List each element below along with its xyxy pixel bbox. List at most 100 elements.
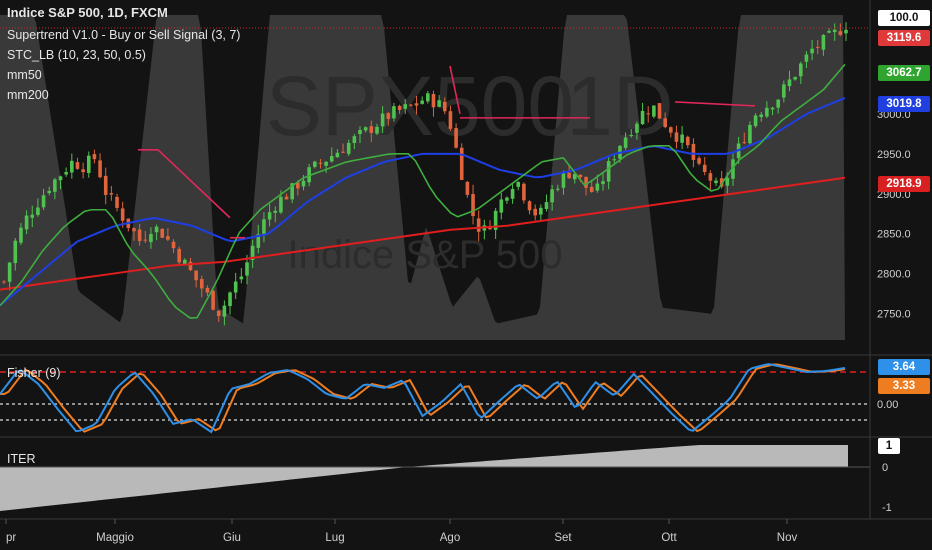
- candle-body: [680, 134, 684, 143]
- candle-body: [414, 103, 419, 106]
- candle-body: [47, 190, 52, 193]
- candle-body: [448, 111, 453, 129]
- candle-body: [719, 178, 724, 187]
- candle-body: [216, 310, 221, 317]
- legend-mm50[interactable]: mm50: [7, 68, 42, 82]
- candle-body: [595, 183, 600, 191]
- y-tick-label: 2850.0: [877, 229, 911, 241]
- legend-mm200[interactable]: mm200: [7, 88, 49, 102]
- chart-title[interactable]: Indice S&P 500, 1D, FXCM: [7, 5, 168, 20]
- y-tick-label: 2750.0: [877, 309, 911, 321]
- candle-body: [584, 176, 588, 188]
- candle-body: [561, 172, 566, 188]
- legend-supertrend[interactable]: Supertrend V1.0 - Buy or Sell Signal (3,…: [7, 28, 241, 42]
- candle-body: [363, 127, 368, 131]
- candle-body: [725, 177, 730, 186]
- candle-body: [731, 159, 735, 179]
- watermark-symbol: SPX500: [266, 59, 574, 153]
- legend-fisher[interactable]: Fisher (9): [7, 366, 61, 380]
- candle-body: [787, 79, 792, 87]
- candle-body: [143, 239, 148, 241]
- candle-body: [550, 189, 554, 203]
- supertrend-resistance-line: [157, 149, 231, 219]
- candle-body: [629, 134, 634, 136]
- fisher-main-line: [0, 363, 846, 434]
- candle-body: [782, 84, 786, 98]
- candle-body: [426, 93, 430, 102]
- candle-body: [669, 127, 673, 133]
- candle-body: [765, 107, 769, 117]
- x-tick-label: Ott: [661, 532, 677, 544]
- candle-body: [132, 228, 136, 232]
- candle-body: [313, 161, 317, 167]
- candle-body: [307, 167, 311, 183]
- candle-body: [533, 208, 537, 216]
- fisher-trigger-line: [0, 363, 846, 433]
- x-tick-label: Lug: [325, 532, 344, 544]
- candle-body: [539, 207, 543, 215]
- candle-body: [623, 137, 628, 148]
- x-tick-label: Ago: [440, 532, 460, 544]
- candle-body: [7, 262, 12, 282]
- candle-body: [832, 29, 837, 33]
- candle-body: [770, 107, 775, 110]
- candle-body: [555, 188, 560, 190]
- candle-body: [442, 101, 447, 112]
- iter-area: [0, 445, 848, 511]
- candle-body: [250, 245, 255, 260]
- candle-body: [149, 233, 153, 243]
- candle-body: [437, 100, 441, 107]
- candle-body: [329, 156, 334, 162]
- candle-body: [284, 196, 289, 200]
- candle-body: [748, 124, 752, 144]
- candle-body: [640, 110, 645, 125]
- candle-body: [245, 262, 249, 276]
- candle-body: [188, 261, 193, 271]
- candle-body: [663, 118, 667, 128]
- candle-body: [420, 100, 424, 104]
- candle-body: [86, 155, 91, 173]
- fisher-badge: 3.64: [878, 359, 930, 375]
- watermark-name: Indice S&P 500: [287, 233, 562, 277]
- mm200-line: [0, 176, 846, 291]
- candle-body: [358, 129, 362, 135]
- candle-body: [567, 172, 571, 179]
- candle-body: [753, 115, 758, 127]
- candle-body: [708, 173, 713, 181]
- legend-iter[interactable]: ITER: [7, 452, 36, 466]
- stc-area: [0, 15, 845, 340]
- stc-shading: [0, 15, 845, 340]
- candle-body: [499, 199, 504, 213]
- candle-body: [53, 179, 57, 192]
- candle-body: [211, 290, 215, 310]
- candle-body: [685, 136, 690, 146]
- candle-body: [346, 142, 351, 154]
- candle-body: [369, 126, 374, 133]
- supertrend-support-line: [0, 63, 846, 319]
- candle-body: [742, 142, 747, 144]
- candle-body: [166, 236, 170, 240]
- candle-body: [380, 113, 385, 127]
- candle-body: [352, 136, 357, 143]
- candle-body: [262, 219, 266, 235]
- watermark-interval: 1D: [566, 59, 673, 153]
- candle-body: [2, 281, 6, 283]
- candle-body: [838, 31, 843, 35]
- candle-body: [589, 186, 594, 193]
- candle-body: [273, 210, 278, 213]
- candle-body: [160, 228, 165, 238]
- candle-body: [397, 105, 402, 111]
- legend-stc[interactable]: STC_LB (10, 23, 50, 0.5): [7, 48, 146, 62]
- indicator-lines: [0, 27, 870, 319]
- candle-body: [431, 94, 436, 108]
- candle-body: [64, 172, 68, 175]
- price-badge-mm200: 2918.9: [878, 176, 930, 192]
- candle-body: [194, 270, 198, 281]
- candle-body: [476, 218, 481, 232]
- candle-body: [652, 105, 656, 117]
- candle-body: [341, 151, 345, 153]
- candle-body: [222, 305, 227, 317]
- y-tick-label: 2800.0: [877, 269, 911, 281]
- candle-body: [183, 259, 187, 265]
